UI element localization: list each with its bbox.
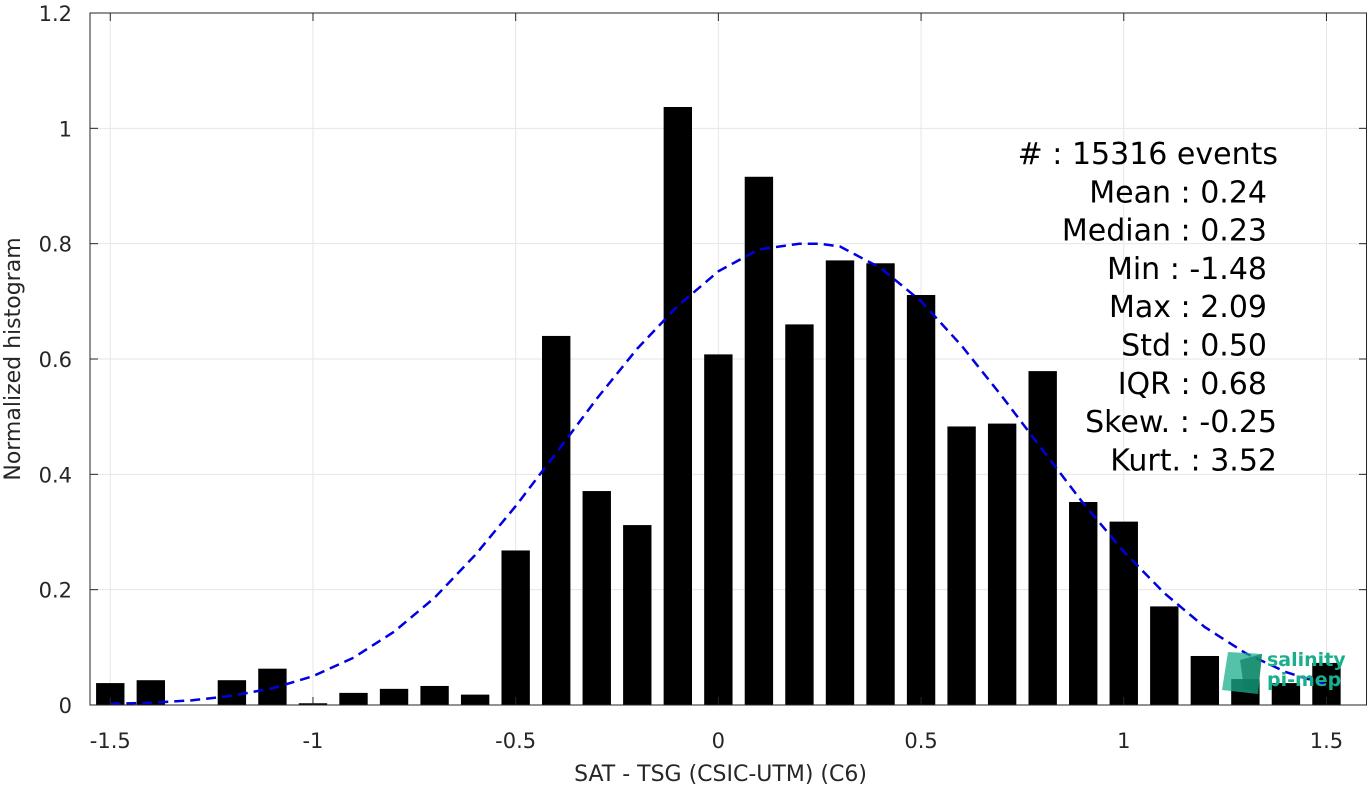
y-tick-label-6: 1.2 xyxy=(39,2,72,26)
axis-ticks xyxy=(90,12,1367,706)
y-axis-label: Normalized histogram xyxy=(1,237,26,480)
salinity-pimep-logo: salinity pi-mep xyxy=(1222,649,1346,694)
x-tick-label-6: 1.5 xyxy=(1310,729,1343,753)
stat-line-7: Skew. : -0.25 xyxy=(1085,405,1277,440)
stat-line-8: Kurt. : 3.52 xyxy=(1110,443,1277,478)
histogram-bar-16 xyxy=(744,176,774,706)
stat-line-0: # : 15316 events xyxy=(1018,137,1278,172)
x-tick-label-2: -0.5 xyxy=(495,729,536,753)
x-tick-label-3: 0 xyxy=(712,729,725,753)
histogram-bar-14 xyxy=(663,106,693,706)
histogram-bar-18 xyxy=(825,260,855,705)
histogram-bar-8 xyxy=(420,685,449,705)
x-tick-labels: -1.5 -1 -0.5 0 0.5 1 1.5 xyxy=(90,729,1343,753)
histogram-bar-0 xyxy=(96,683,125,705)
histogram-bar-12 xyxy=(582,491,611,705)
stat-line-3: Min : -1.48 xyxy=(1107,252,1267,287)
histogram-bar-26 xyxy=(1150,606,1179,705)
x-tick-label-0: -1.5 xyxy=(90,729,131,753)
histogram-bar-22 xyxy=(987,423,1017,705)
y-tick-label-3: 0.6 xyxy=(39,348,72,372)
y-tick-label-4: 0.8 xyxy=(39,233,72,257)
stat-line-2: Median : 0.23 xyxy=(1062,214,1267,249)
logo-mark-fold-icon xyxy=(1240,654,1262,694)
y-tick-label-1: 0.2 xyxy=(39,579,72,603)
histogram-bar-17 xyxy=(785,324,814,705)
histogram-bar-6 xyxy=(339,692,368,705)
histogram-bar-27 xyxy=(1190,655,1220,705)
histogram-bar-4 xyxy=(258,668,287,705)
x-tick-label-4: 0.5 xyxy=(904,729,937,753)
y-tick-label-5: 1 xyxy=(59,117,72,141)
histogram-bar-13 xyxy=(623,525,652,705)
histogram-bar-24 xyxy=(1069,502,1098,705)
histogram-bar-1 xyxy=(136,680,165,705)
gaussian-fit-line xyxy=(110,242,1327,706)
histogram-bar-20 xyxy=(906,294,936,705)
histogram-bar-9 xyxy=(460,694,490,705)
histogram-bars xyxy=(96,106,1341,706)
histogram-bar-7 xyxy=(379,688,409,705)
stat-line-1: Mean : 0.24 xyxy=(1089,175,1267,210)
x-axis-label: SAT - TSG (CSIC-UTM) (C6) xyxy=(574,762,867,785)
stat-line-4: Max : 2.09 xyxy=(1109,290,1267,325)
x-tick-label-5: 1 xyxy=(1117,729,1130,753)
stat-line-5: Std : 0.50 xyxy=(1121,329,1267,364)
histogram-bar-11 xyxy=(542,335,571,705)
histogram-bar-23 xyxy=(1028,371,1057,705)
histogram-bar-10 xyxy=(501,550,530,705)
histogram-bar-25 xyxy=(1109,521,1138,705)
y-tick-label-2: 0.4 xyxy=(39,463,72,487)
histogram-bar-19 xyxy=(866,263,895,705)
histogram-bar-21 xyxy=(947,426,976,705)
logo-text-line2: pi-mep xyxy=(1267,669,1341,691)
x-tick-label-1: -1 xyxy=(302,729,323,753)
y-tick-labels: 0 0.2 0.4 0.6 0.8 1 1.2 xyxy=(39,2,72,718)
histogram-bar-15 xyxy=(704,354,733,705)
histogram-bar-29 xyxy=(1271,683,1301,705)
logo-text-line1: salinity xyxy=(1267,649,1346,671)
gaussian-fit-curve xyxy=(110,242,1327,706)
histogram-bar-3 xyxy=(217,680,247,705)
stat-line-6: IQR : 0.68 xyxy=(1118,367,1267,402)
y-tick-label-0: 0 xyxy=(59,694,72,718)
